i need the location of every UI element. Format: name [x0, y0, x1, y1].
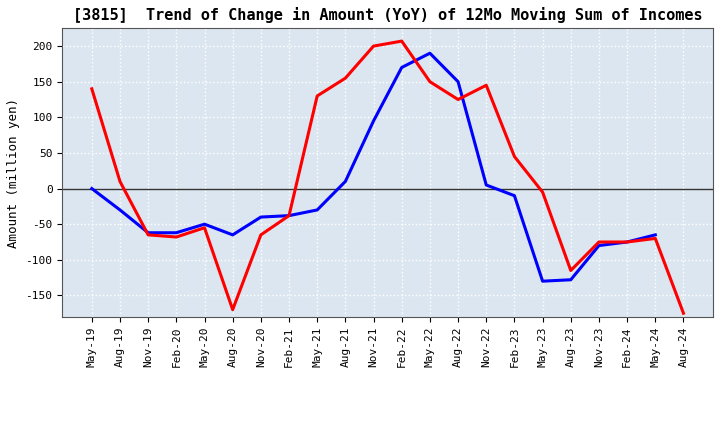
- Net Income: [510, 154, 518, 159]
- Net Income: [623, 239, 631, 245]
- Net Income: [200, 225, 209, 231]
- Net Income: [172, 235, 181, 240]
- Ordinary Income: [369, 118, 378, 124]
- Net Income: [341, 76, 350, 81]
- Ordinary Income: [200, 222, 209, 227]
- Ordinary Income: [313, 207, 322, 213]
- Net Income: [369, 44, 378, 49]
- Title: [3815]  Trend of Change in Amount (YoY) of 12Mo Moving Sum of Incomes: [3815] Trend of Change in Amount (YoY) o…: [73, 7, 703, 23]
- Ordinary Income: [539, 279, 547, 284]
- Y-axis label: Amount (million yen): Amount (million yen): [7, 98, 20, 248]
- Ordinary Income: [482, 182, 490, 187]
- Line: Net Income: Net Income: [92, 41, 683, 313]
- Ordinary Income: [256, 214, 265, 220]
- Net Income: [539, 190, 547, 195]
- Ordinary Income: [567, 277, 575, 282]
- Net Income: [256, 232, 265, 238]
- Net Income: [595, 239, 603, 245]
- Ordinary Income: [228, 232, 237, 238]
- Ordinary Income: [397, 65, 406, 70]
- Legend: Ordinary Income, Net Income: Ordinary Income, Net Income: [225, 435, 551, 440]
- Ordinary Income: [144, 230, 153, 235]
- Net Income: [679, 311, 688, 316]
- Ordinary Income: [116, 207, 125, 213]
- Net Income: [397, 38, 406, 44]
- Ordinary Income: [651, 232, 660, 238]
- Net Income: [567, 268, 575, 273]
- Line: Ordinary Income: Ordinary Income: [92, 53, 655, 281]
- Ordinary Income: [426, 51, 434, 56]
- Net Income: [116, 179, 125, 184]
- Ordinary Income: [454, 79, 462, 84]
- Ordinary Income: [172, 230, 181, 235]
- Ordinary Income: [510, 193, 518, 198]
- Net Income: [454, 97, 462, 102]
- Net Income: [651, 236, 660, 241]
- Net Income: [426, 79, 434, 84]
- Net Income: [228, 307, 237, 312]
- Ordinary Income: [623, 239, 631, 245]
- Ordinary Income: [88, 186, 96, 191]
- Ordinary Income: [284, 213, 293, 218]
- Net Income: [482, 83, 490, 88]
- Net Income: [313, 93, 322, 99]
- Ordinary Income: [595, 243, 603, 248]
- Net Income: [284, 213, 293, 218]
- Net Income: [144, 232, 153, 238]
- Ordinary Income: [341, 179, 350, 184]
- Net Income: [88, 86, 96, 92]
